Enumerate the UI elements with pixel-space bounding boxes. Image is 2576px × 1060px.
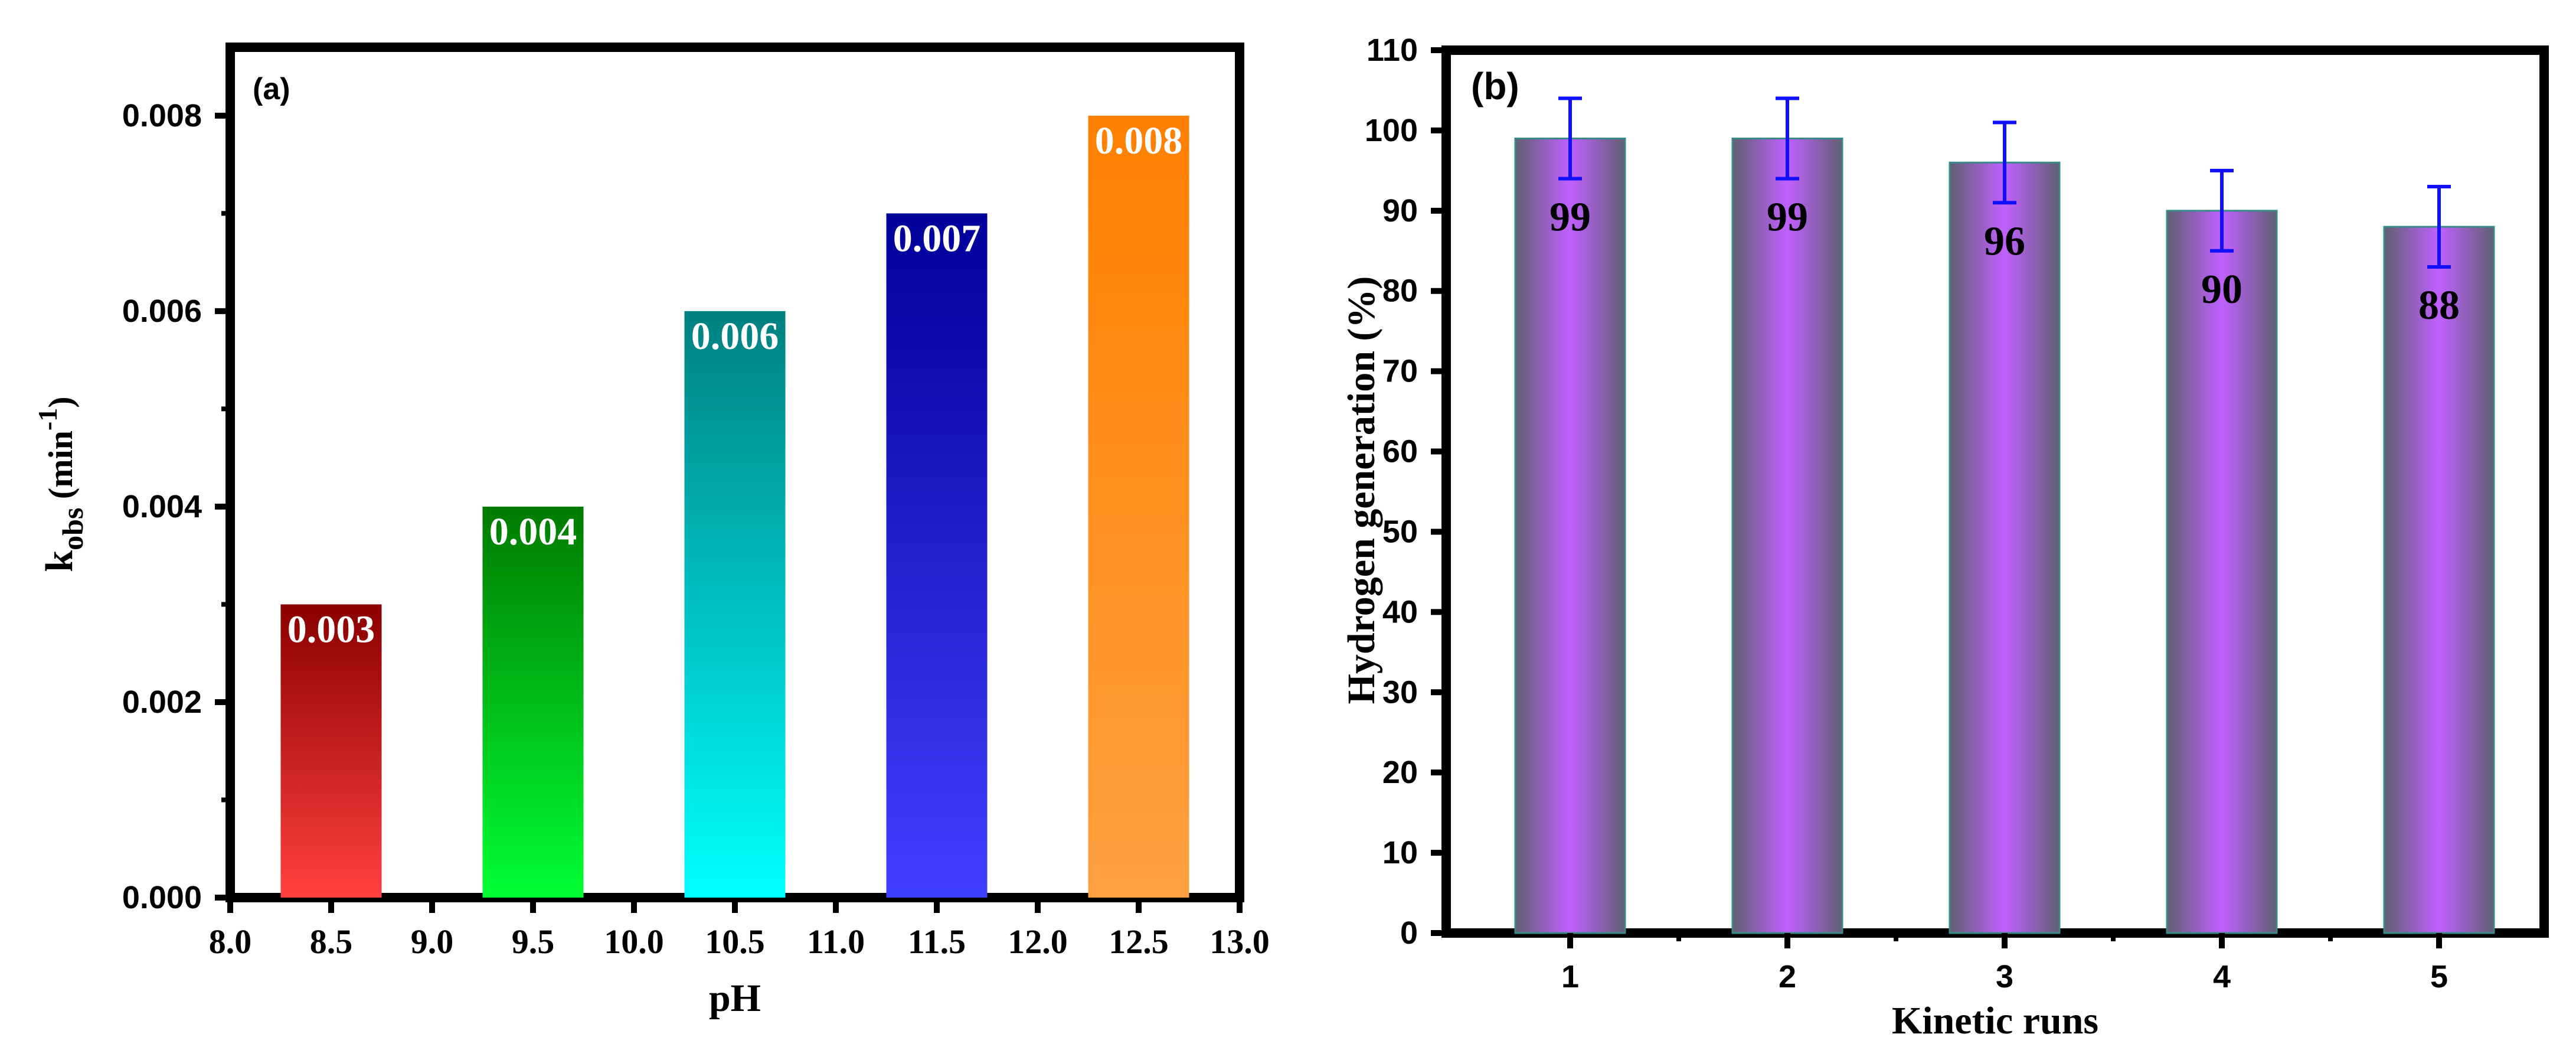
chart-a-x-tick-label: 10.5 [705, 922, 765, 961]
chart-a-x-tick-label: 11.5 [908, 922, 966, 961]
chart-a-x-tick-label: 8.0 [209, 922, 252, 961]
chart-b-x-tick-label: 1 [1561, 959, 1579, 994]
chart-a-y-axis-label: kobs (min-1) [32, 396, 89, 572]
chart-a-x-tick-label: 10.0 [604, 922, 664, 961]
chart-b-y-tick-label: 10 [1382, 835, 1418, 870]
chart-b-y-tick-label: 20 [1382, 755, 1418, 790]
chart-a-x-axis-label: pH [709, 977, 761, 1020]
chart-b-bar [2166, 210, 2278, 934]
chart-a-y-tick-label: 0.008 [122, 98, 202, 133]
chart-b-y-axis-label: Hydrogen generation (%) [1340, 276, 1383, 705]
chart-a-bar [1088, 115, 1189, 898]
chart-a-data-label: 0.004 [489, 510, 577, 553]
chart-a-data-label: 0.003 [287, 608, 375, 651]
chart-b-bar [2383, 226, 2495, 934]
chart-a-data-label: 0.006 [691, 315, 779, 358]
y-label-k: k [38, 550, 81, 572]
chart-b-data-label: 99 [1767, 195, 1808, 240]
chart-a-bar [482, 506, 584, 898]
chart-a-x-tick-label: 11.0 [807, 922, 865, 961]
chart-b-data-label: 90 [2201, 267, 2242, 312]
chart-a-x-tick-label: 8.5 [310, 922, 353, 961]
chart-b-bars: 99 99 96 90 88 [1514, 96, 2495, 934]
chart-b-bar [1949, 161, 2061, 934]
chart-a-x-tick-label: 13.0 [1209, 922, 1270, 961]
chart-b-y-tick-label: 50 [1382, 514, 1418, 549]
chart-a: 0.003 0.004 0.006 0.007 0.008 8.0 8.5 9.0 9.5 10… [32, 43, 1270, 1020]
chart-b-y-tick-label: 0 [1400, 915, 1418, 951]
chart-a-x-tick-label: 9.0 [411, 922, 454, 961]
chart-b-data-label: 99 [1549, 195, 1591, 240]
chart-b-y-tick-label: 40 [1382, 594, 1418, 630]
chart-b-y-tick-label: 80 [1382, 273, 1418, 309]
chart-b-x-tick-label: 2 [1779, 959, 1796, 994]
chart-b-y-tick-label: 90 [1382, 193, 1418, 229]
chart-a-x-tick-label: 12.5 [1109, 922, 1169, 961]
chart-b-bar [1514, 138, 1626, 934]
y-label-sub: obs [56, 508, 89, 550]
chart-a-data-label: 0.007 [893, 217, 981, 260]
chart-a-y-tick-label: 0.004 [122, 489, 202, 524]
chart-b-x-tick-label: 5 [2430, 959, 2448, 994]
y-label-unit: (min [41, 430, 80, 508]
chart-b-x-tick-label: 3 [1996, 959, 2013, 994]
chart-a-ticks: 8.0 8.5 9.0 9.5 10.0 10.5 11.0 11.5 12.0 12.5 13.0… [122, 98, 1270, 961]
chart-a-y-tick-label: 0.006 [122, 293, 202, 329]
chart-a-panel-label: (a) [253, 72, 290, 106]
chart-a-data-label: 0.008 [1095, 119, 1183, 162]
chart-b-data-label: 96 [1984, 218, 2025, 264]
chart-b-x-tick-label: 4 [2213, 959, 2231, 994]
chart-a-bars: 0.003 0.004 0.006 0.007 0.008 [280, 115, 1189, 898]
chart-a-x-tick-label: 12.0 [1008, 922, 1068, 961]
chart-a-y-tick-label: 0.002 [122, 684, 202, 720]
chart-b-x-axis-label: Kinetic runs [1892, 999, 2098, 1042]
chart-a-x-tick-label: 9.5 [512, 922, 555, 961]
chart-b-data-label: 88 [2418, 283, 2460, 328]
chart-b-y-tick-label: 110 [1367, 32, 1418, 68]
chart-b-bar [1731, 138, 1843, 934]
chart-a-y-tick-label: 0.000 [122, 880, 202, 915]
chart-a-bar [886, 213, 988, 898]
chart-b-panel-label: (b) [1471, 65, 1519, 107]
y-label-close: ) [41, 396, 80, 407]
chart-a-bar [280, 604, 382, 898]
chart-b-y-tick-label: 60 [1382, 434, 1418, 469]
chart-b-y-tick-label: 100 [1365, 113, 1418, 148]
y-label-sup: -1 [32, 408, 63, 430]
chart-a-bar [684, 311, 786, 898]
chart-b-y-tick-label: 30 [1382, 674, 1418, 710]
chart-b-y-tick-label: 70 [1382, 354, 1418, 389]
